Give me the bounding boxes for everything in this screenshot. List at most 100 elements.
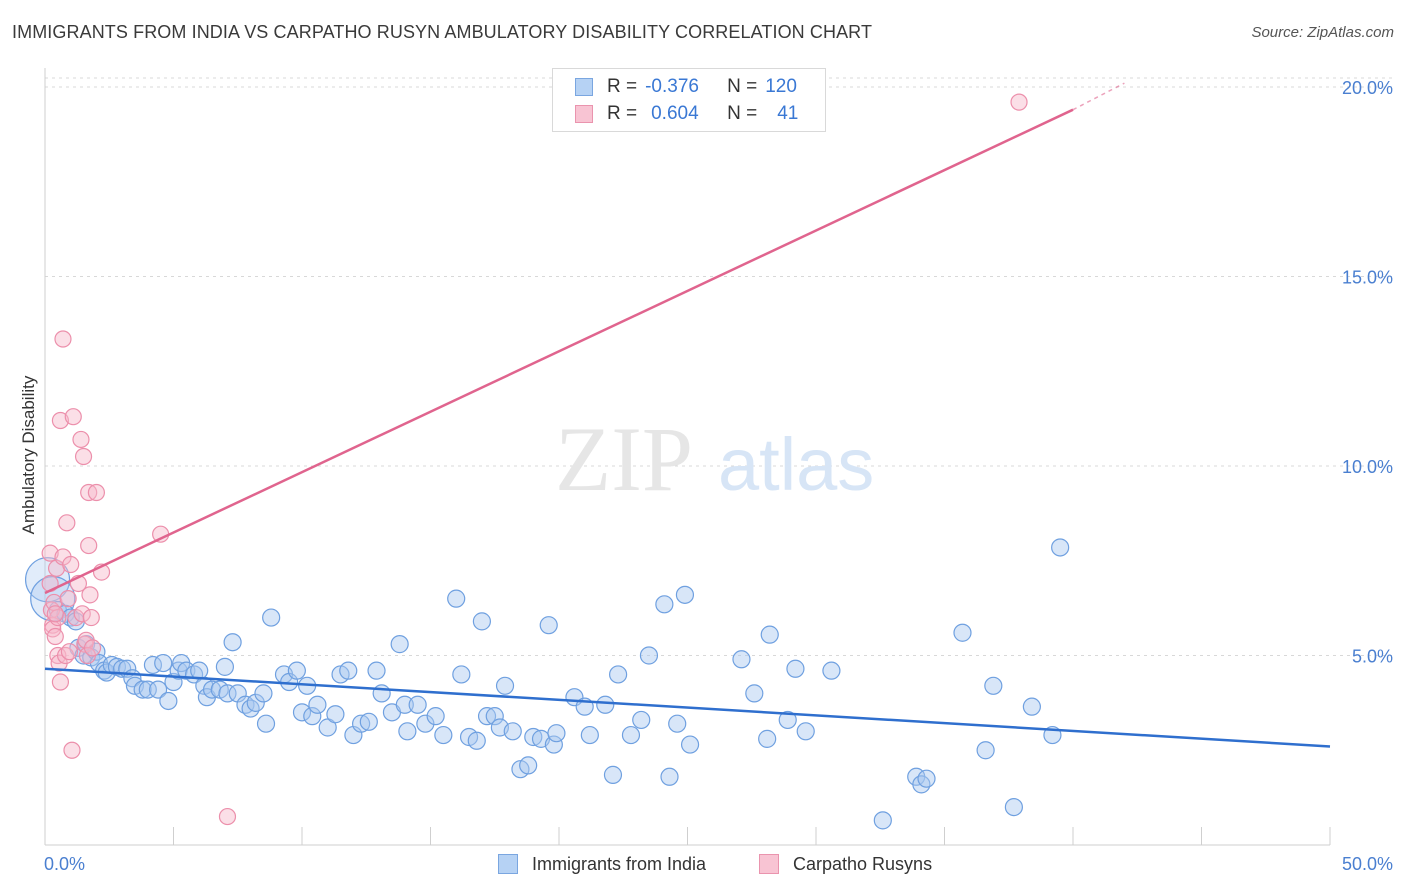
data-point-india <box>519 756 538 775</box>
data-point-india <box>495 676 515 695</box>
data-point-india <box>241 699 260 718</box>
bottom-legend-rusyn: Carpatho Rusyns <box>759 852 932 876</box>
data-point-india <box>339 661 358 680</box>
data-point-india <box>390 635 409 654</box>
legend-row-rusyn: R = 0.604 N = 41 <box>575 102 798 126</box>
data-point-rusyn <box>87 483 106 502</box>
data-point-india <box>544 735 563 754</box>
data-point-india <box>223 633 242 652</box>
data-point-india <box>426 707 445 726</box>
series-carpatho-rusyns <box>41 93 1028 826</box>
data-point-india <box>603 765 623 784</box>
data-point-india <box>639 646 659 665</box>
data-point-india <box>292 703 312 722</box>
data-point-india <box>953 623 972 642</box>
data-point-india <box>912 775 931 794</box>
data-point-india <box>447 589 466 608</box>
data-point-india <box>246 693 265 712</box>
data-point-india <box>359 712 378 731</box>
data-point-india <box>976 741 995 760</box>
chart-title: IMMIGRANTS FROM INDIA VS CARPATHO RUSYN … <box>12 22 873 42</box>
data-point-india <box>675 585 695 604</box>
data-point-india <box>452 665 471 684</box>
bottom-legend-label-india: Immigrants from India <box>532 853 707 874</box>
data-point-india <box>326 705 345 724</box>
data-point-rusyn <box>54 330 72 348</box>
data-point-india <box>503 722 522 741</box>
data-point-rusyn <box>62 555 80 574</box>
data-point-india <box>434 725 453 745</box>
data-point-india <box>472 612 491 631</box>
data-point-india <box>621 725 641 745</box>
data-point-india <box>660 767 679 786</box>
x-tick-label-min: 0.0% <box>44 854 85 874</box>
data-point-india <box>1022 697 1041 716</box>
data-point-india <box>732 650 751 669</box>
data-point-india <box>287 661 306 680</box>
data-point-india <box>218 684 237 703</box>
legend-n-label: N = <box>727 76 758 97</box>
y-tick-labels: 5.0% 10.0% 15.0% 20.0% <box>1342 78 1393 667</box>
correlation-legend: R = -0.376 N = 120 R = 0.604 N = 41 <box>552 68 826 132</box>
data-point-india <box>778 710 797 730</box>
data-point-rusyn <box>218 807 237 826</box>
data-point-rusyn <box>82 608 100 627</box>
x-tick-labels: 0.0% 50.0% <box>44 854 1393 874</box>
bottom-legend-swatch-blue <box>498 854 518 874</box>
data-point-india <box>1051 538 1070 557</box>
data-point-india <box>632 710 651 730</box>
data-point-india <box>1004 797 1023 817</box>
legend-n-value: 120 <box>765 76 797 97</box>
legend-row-india: R = -0.376 N = 120 <box>575 75 797 99</box>
data-point-rusyn <box>74 447 93 466</box>
data-point-india <box>398 722 417 741</box>
legend-n-value: 41 <box>777 103 799 124</box>
data-point-india <box>655 595 674 614</box>
data-point-rusyn <box>58 514 76 532</box>
data-point-india <box>984 676 1003 695</box>
bottom-legend-label-rusyn: Carpatho Rusyns <box>793 853 933 874</box>
data-point-india <box>133 680 152 699</box>
source-label: Source: ZipAtlas.com <box>1251 24 1394 41</box>
data-point-rusyn <box>59 590 77 608</box>
data-point-rusyn <box>64 408 82 426</box>
watermark-zip: ZIP <box>555 408 693 510</box>
data-point-india <box>262 608 281 627</box>
data-point-india <box>822 661 841 680</box>
trend-line-rusyn-extension <box>1072 82 1125 111</box>
data-point-rusyn <box>51 411 70 430</box>
data-point-india <box>367 661 386 680</box>
data-point-india <box>745 684 764 703</box>
trend-line-india <box>44 667 1331 748</box>
legend-n-label: N = <box>727 103 758 124</box>
legend-swatch-pink <box>575 105 593 123</box>
data-point-rusyn <box>63 741 81 759</box>
data-point-india <box>303 707 322 726</box>
data-point-rusyn <box>41 544 59 562</box>
data-point-india <box>547 724 566 743</box>
data-point-india <box>796 722 815 741</box>
grid-lines <box>45 77 1395 656</box>
y-tick-label: 15.0% <box>1342 267 1393 287</box>
bottom-legend-india: Immigrants from India <box>498 852 706 876</box>
data-point-india <box>786 659 805 678</box>
data-point-india <box>873 811 892 830</box>
y-tick-label: 5.0% <box>1352 646 1393 666</box>
data-point-rusyn <box>72 430 90 449</box>
legend-r-value: 0.604 <box>651 103 699 124</box>
data-point-india <box>758 729 777 748</box>
y-axis-label: Ambulatory Disability <box>19 375 38 534</box>
data-point-india <box>580 725 599 745</box>
data-point-rusyn <box>60 643 79 661</box>
watermark: ZIP atlas <box>555 408 874 510</box>
axes <box>44 68 1331 846</box>
data-point-rusyn <box>51 673 70 691</box>
legend-r-label: R = <box>607 76 638 97</box>
data-point-india <box>24 557 71 603</box>
data-point-india <box>485 707 504 726</box>
data-point-india <box>917 769 936 788</box>
data-point-india <box>416 714 435 733</box>
x-tick-label-max: 50.0% <box>1342 854 1393 874</box>
data-point-india <box>539 616 558 635</box>
